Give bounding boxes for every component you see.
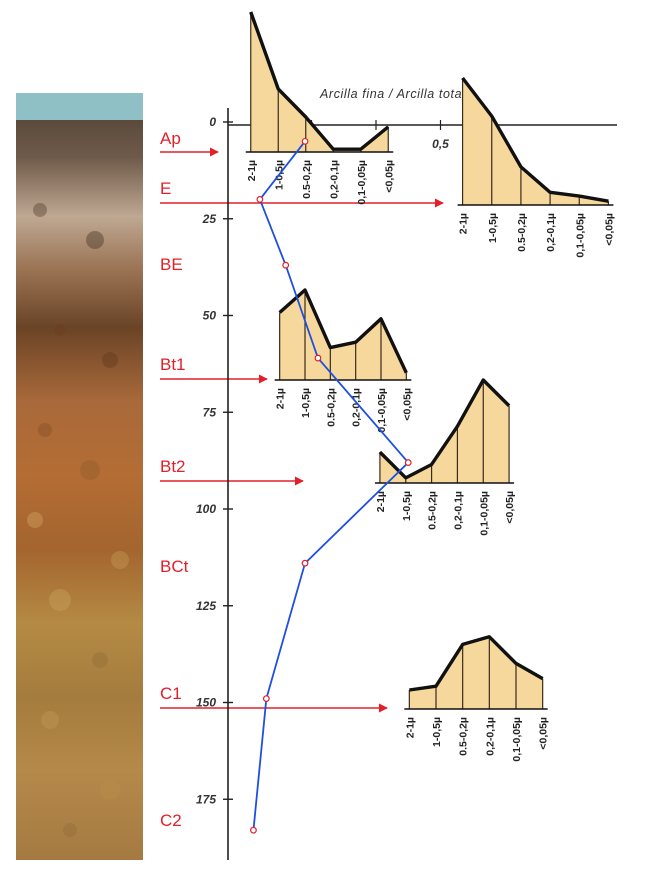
size-class-label: 0,2-0,1µ bbox=[545, 213, 557, 252]
size-class-label: 1-0,5µ bbox=[401, 491, 413, 521]
size-class-label: 0,1-0,05µ bbox=[478, 491, 490, 536]
histogram-bt1: 2-1µ 1-0,5µ 0.5-0,2µ 0,2-0,1µ 0,1-0,05µ <0,05… bbox=[274, 288, 413, 433]
depth-tick-label: 75 bbox=[203, 405, 217, 419]
histogram-outline bbox=[461, 76, 609, 203]
horizon-label-ap: Ap bbox=[160, 129, 181, 148]
depth-tick-label: 175 bbox=[196, 792, 216, 806]
profile-point-6 bbox=[262, 695, 270, 703]
depth-tick-label: 125 bbox=[196, 599, 216, 613]
horizon-label-c1: C1 bbox=[160, 684, 182, 703]
profile-point-3 bbox=[314, 354, 322, 362]
profile-point-4 bbox=[404, 459, 412, 466]
size-class-label: <0,05µ bbox=[603, 213, 615, 246]
size-class-label: 0,1-0,05µ bbox=[376, 388, 388, 433]
size-class-label: 0,1-0,05µ bbox=[511, 717, 523, 762]
size-class-label: 2-1µ bbox=[458, 213, 470, 234]
chart-title: Arcilla fina / Arcilla total bbox=[319, 87, 466, 101]
histogram-outline bbox=[249, 11, 390, 151]
soil-texture bbox=[27, 203, 129, 837]
histograms: 2-1µ 1-0,5µ 0.5-0,2µ 0,2-0,1µ 0,1-0,05µ <0,05… bbox=[245, 11, 615, 762]
histogram-ap: 2-1µ 1-0,5µ 0.5-0,2µ 0,2-0,1µ 0,1-0,05µ <0,05… bbox=[245, 11, 395, 205]
size-class-label: 0.5-0,2µ bbox=[427, 491, 439, 530]
sky-band bbox=[16, 93, 143, 120]
size-class-label: <0,05µ bbox=[504, 491, 516, 524]
histogram-outline bbox=[378, 378, 511, 480]
histogram-c1: 2-1µ 1-0,5µ 0.5-0,2µ 0,2-0,1µ 0,1-0,05µ <0,05… bbox=[404, 635, 550, 762]
horizon-labels: Ap E BE Bt1 Bt2 BCt C1 C2 bbox=[160, 129, 189, 830]
histogram-area bbox=[409, 636, 543, 709]
profile-point-7 bbox=[250, 826, 257, 834]
ratio-tick-label: 0,5 bbox=[432, 137, 449, 151]
ratio-profile-line bbox=[250, 137, 412, 834]
profile-point-2 bbox=[282, 261, 290, 269]
histogram-outline bbox=[409, 635, 544, 692]
size-class-label: 0,2-0,1µ bbox=[452, 491, 464, 530]
size-class-label: 0,2-0,1µ bbox=[328, 160, 340, 199]
histogram-area bbox=[379, 380, 510, 483]
horizon-label-bct: BCt bbox=[160, 557, 189, 576]
horizon-label-bt2: Bt2 bbox=[160, 457, 186, 476]
horizon-label-e: E bbox=[160, 179, 171, 198]
size-class-label: 0,1-0,05µ bbox=[356, 160, 368, 205]
size-class-label: 0.5-0,2µ bbox=[516, 213, 528, 252]
size-class-label: 2-1µ bbox=[375, 491, 387, 512]
histogram-area bbox=[462, 78, 609, 205]
horizon-label-be: BE bbox=[160, 255, 183, 274]
size-class-label: 0,2-0,1µ bbox=[484, 717, 496, 756]
size-class-label: <0,05µ bbox=[383, 160, 395, 193]
histogram-e: 2-1µ 1-0,5µ 0.5-0,2µ 0,2-0,1µ 0,1-0,05µ <0,05… bbox=[457, 76, 615, 258]
profile-point-5 bbox=[301, 559, 309, 567]
profile-point-0 bbox=[301, 137, 309, 145]
size-class-label: 1-0,5µ bbox=[487, 213, 499, 243]
depth-tick-label: 25 bbox=[202, 212, 217, 226]
size-class-label: 2-1µ bbox=[275, 388, 287, 409]
size-class-label: 0,1-0,05µ bbox=[574, 213, 586, 258]
size-class-label: 0.5-0,2µ bbox=[458, 717, 470, 756]
horizon-arrows bbox=[160, 147, 444, 713]
horizon-label-bt1: Bt1 bbox=[160, 355, 186, 374]
size-class-label: 1-0,5µ bbox=[300, 388, 312, 418]
size-class-label: <0,05µ bbox=[401, 388, 413, 421]
depth-axis-ticks: 0 25 50 75 100 125 150 175 bbox=[196, 115, 233, 806]
depth-tick-label: 0 bbox=[209, 115, 216, 129]
size-class-label: 2-1µ bbox=[246, 160, 258, 181]
size-class-label: 0.5-0,2µ bbox=[301, 160, 313, 199]
size-class-label: 2-1µ bbox=[404, 717, 416, 738]
depth-tick-label: 50 bbox=[203, 309, 217, 323]
depth-tick-label: 100 bbox=[196, 502, 216, 516]
soil-profile-photo bbox=[16, 120, 143, 860]
depth-tick-label: 150 bbox=[196, 696, 216, 710]
size-class-label: 0.5-0,2µ bbox=[325, 388, 337, 427]
histogram-area bbox=[250, 12, 389, 152]
histogram-area bbox=[279, 290, 407, 380]
size-class-label: 1-0,5µ bbox=[431, 717, 443, 747]
size-class-label: <0,05µ bbox=[538, 717, 550, 750]
profile-point-1 bbox=[256, 195, 264, 203]
size-class-label: 0,2-0,1µ bbox=[351, 388, 363, 427]
histogram-outline bbox=[278, 288, 408, 374]
profile-line bbox=[252, 140, 410, 831]
histogram-bt2: 2-1µ 1-0,5µ 0.5-0,2µ 0,2-0,1µ 0,1-0,05µ <0,05… bbox=[374, 378, 516, 536]
horizon-label-c2: C2 bbox=[160, 811, 182, 830]
